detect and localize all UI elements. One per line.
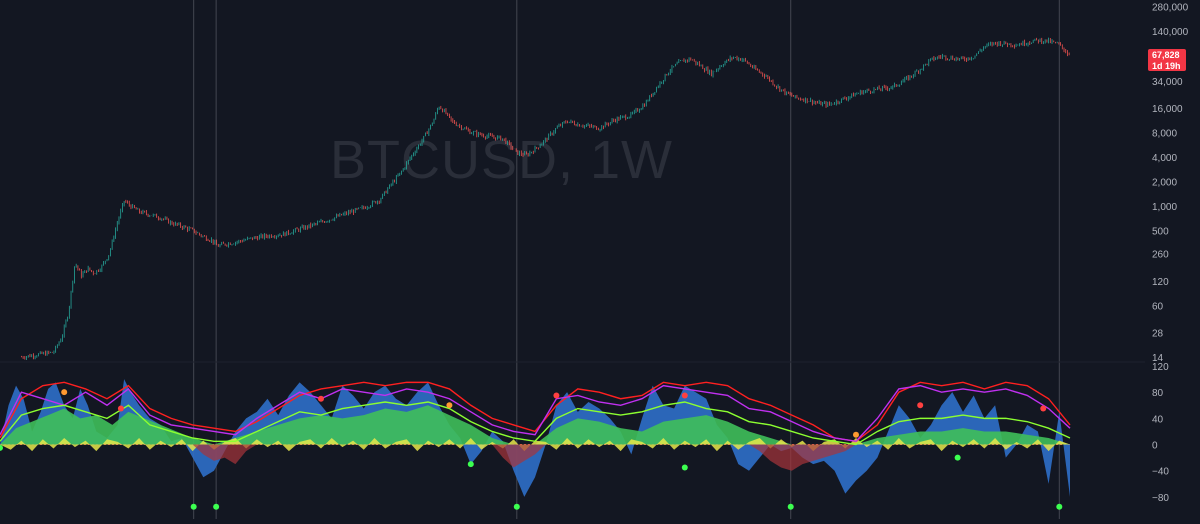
osc-signal-dot (213, 503, 220, 510)
price-tick-label: 2,000 (1152, 177, 1177, 188)
osc-signal-dot (1056, 503, 1063, 510)
oscillator-axis[interactable]: 120 80 40 0 −40 −80 (1152, 362, 1169, 504)
osc-tick-label: −80 (1152, 493, 1169, 504)
osc-blue-area (0, 379, 1070, 497)
price-tick-label: 120 (1152, 277, 1169, 288)
osc-signal-dot (446, 402, 453, 409)
price-tick-label: 8,000 (1152, 128, 1177, 139)
osc-yellow-area (0, 438, 1070, 452)
osc-signal-dot (853, 431, 859, 438)
price-tick-label: 16,000 (1152, 104, 1183, 115)
osc-signal-dot (190, 503, 197, 510)
osc-signal-dot (1040, 405, 1047, 412)
osc-green-area (0, 405, 1070, 445)
osc-signal-dot (917, 402, 924, 409)
price-tick-label: 60 (1152, 301, 1164, 312)
osc-signal-dot (61, 389, 68, 396)
osc-signal-dot (681, 464, 688, 471)
osc-line-red (0, 381, 1071, 443)
osc-signal-dot (513, 503, 520, 510)
osc-line-lime (0, 401, 1071, 446)
osc-signal-dot (467, 461, 474, 468)
last-price-value: 67,828 (1152, 50, 1180, 60)
osc-signal-dot (954, 454, 961, 461)
price-tick-label: 260 (1152, 250, 1169, 261)
osc-signal-dot (553, 392, 560, 399)
osc-signal-dot (787, 503, 794, 510)
chart-watermark: BTCUSD, 1W (330, 130, 673, 190)
osc-tick-label: 120 (1152, 362, 1169, 373)
osc-tick-label: −40 (1152, 467, 1169, 478)
price-axis[interactable]: 280,000 140,000 34,000 16,000 8,000 4,000 2,00… (1152, 2, 1189, 364)
last-price-countdown: 1d 19h (1152, 61, 1181, 71)
price-tick-label: 34,000 (1152, 77, 1183, 88)
osc-signal-dot (681, 392, 688, 399)
osc-signal-dot (117, 405, 124, 412)
price-tick-label: 28 (1152, 328, 1164, 339)
osc-signal-dot (0, 444, 3, 451)
osc-line-purple (0, 384, 1071, 443)
osc-signal-dot (318, 395, 324, 402)
price-tick-label: 500 (1152, 226, 1169, 237)
price-tick-label: 280,000 (1152, 2, 1189, 13)
price-tick-label: 140,000 (1152, 27, 1189, 38)
osc-tick-label: 40 (1152, 414, 1164, 425)
oscillator-pane[interactable] (0, 379, 1071, 510)
last-price-badge-bg (1148, 49, 1186, 71)
osc-tick-label: 80 (1152, 388, 1164, 399)
price-tick-label: 4,000 (1152, 153, 1177, 164)
price-pane[interactable] (20, 37, 1070, 361)
osc-red-area (192, 444, 857, 471)
osc-tick-label: 0 (1152, 441, 1158, 452)
price-tick-label: 14 (1152, 353, 1164, 364)
last-price-badge: 67,828 1d 19h (1148, 49, 1186, 71)
price-tick-label: 1,000 (1152, 202, 1177, 213)
